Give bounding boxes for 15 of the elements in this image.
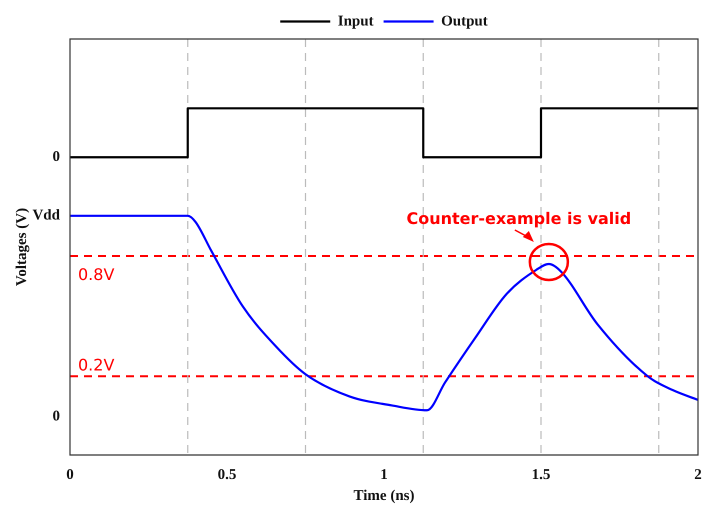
ref-line-label: 0.8V [78, 265, 114, 284]
text: 0 [52, 408, 60, 424]
text: 0 [52, 149, 60, 166]
ref-line-label: 0.2V [78, 355, 114, 374]
x-tick-label: 0.5 [218, 466, 236, 483]
x-tick-label: 1 [380, 466, 388, 483]
x-tick-label: 0 [66, 466, 74, 483]
annotation: Counter-example is valid [406, 209, 632, 228]
x-tick-label: 2 [694, 466, 702, 483]
legend-label: Input [338, 13, 374, 30]
x-axis-title: Time (ns) [354, 488, 414, 504]
text: Vdd [32, 208, 61, 224]
y-axis-title: Voltages (V) [14, 208, 30, 286]
x-tick-label: 1.5 [532, 466, 550, 483]
legend-label: Output [441, 13, 488, 30]
